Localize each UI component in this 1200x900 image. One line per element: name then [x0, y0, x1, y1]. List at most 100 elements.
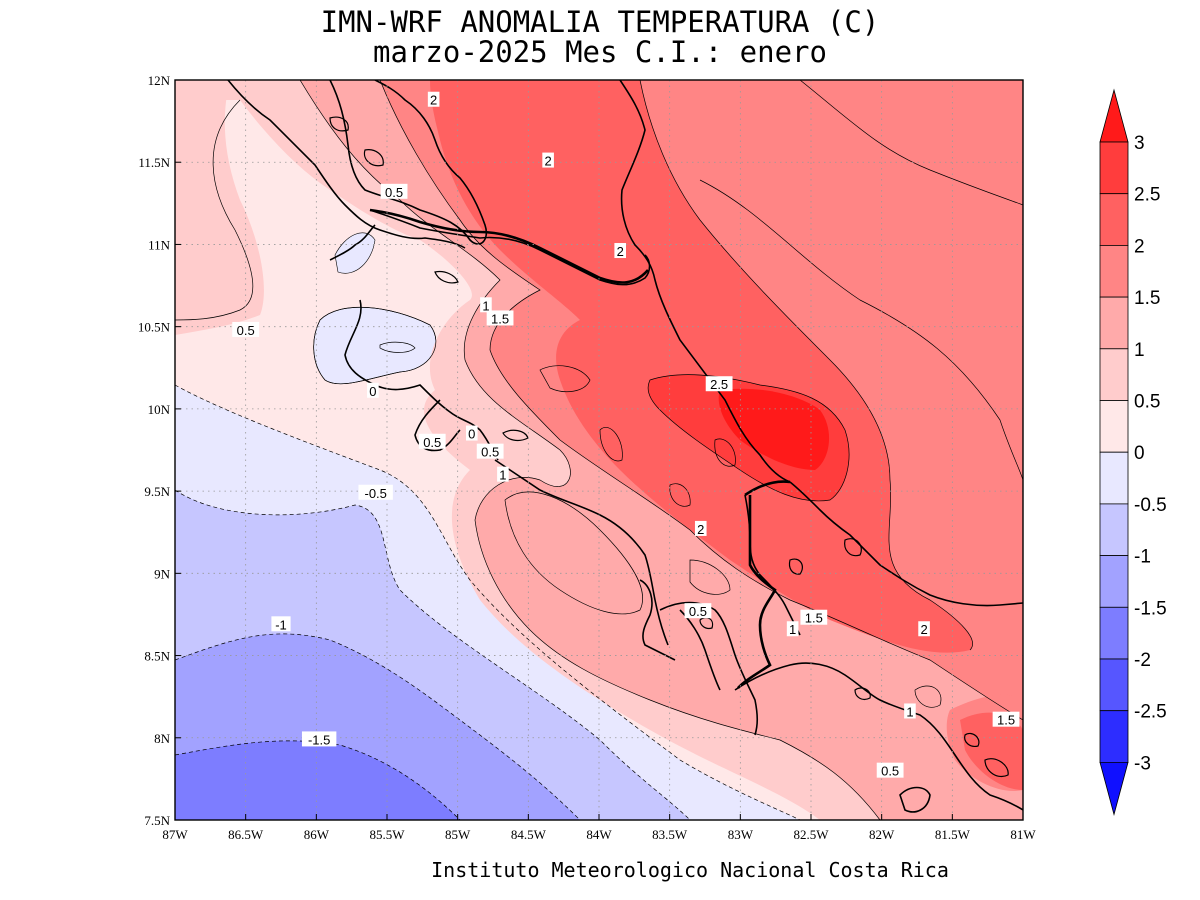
- contour-label-bg: [466, 425, 478, 441]
- colorbar-swatch: [1099, 244, 1129, 298]
- contour-label-bg: [486, 310, 514, 326]
- contour-label-bg: [427, 91, 440, 107]
- colorbar-bottom-arrow: [1099, 762, 1129, 816]
- contour-label-bg: [367, 382, 379, 398]
- contour-label-bg: [542, 152, 554, 168]
- colorbar-tick-label: -1.5: [1134, 598, 1167, 619]
- contour-label-bg: [904, 703, 916, 719]
- x-tick-label: 85W: [445, 827, 471, 842]
- contour-label: 0.5: [423, 435, 441, 450]
- colorbar-tick-label: -3: [1134, 753, 1151, 774]
- contour-label-bg: [480, 297, 492, 313]
- contour-label-bg: [684, 603, 712, 619]
- contour-label: 0.5: [237, 323, 255, 338]
- colorbar-tick-label: 2.5: [1134, 185, 1160, 206]
- contour-label: 1.5: [997, 713, 1015, 728]
- contour-label: -0.5: [364, 486, 386, 501]
- contour-label: 0.5: [689, 604, 707, 619]
- contour-label-bg: [918, 621, 930, 637]
- y-tick-label: 7.5N: [144, 813, 170, 828]
- colorbar-swatch: [1099, 400, 1129, 453]
- contour-label-bg: [786, 621, 799, 637]
- contour-label: -1: [275, 617, 287, 632]
- x-tick-label: 81W: [1010, 827, 1036, 842]
- map-subtitle: marzo-2025 Mes C.I.: enero: [373, 35, 827, 69]
- contour-label: 2: [697, 522, 704, 537]
- band-neg-north-blob: [334, 232, 376, 274]
- colorbar-swatch: [1099, 710, 1129, 763]
- y-tick-label: 9.5N: [144, 484, 170, 499]
- contour-label-bg: [271, 616, 291, 632]
- contour-label-bg: [358, 484, 393, 500]
- band-2-2.5: [430, 80, 973, 653]
- y-axis-ticks: 12N 11.5N 11N 10.5N 10N 9.5N 9N 8.5N 8N 7.5N: [138, 73, 181, 828]
- contour-label: 2.5: [710, 377, 728, 392]
- country-borders: [369, 208, 791, 689]
- colorbar-swatch: [1099, 296, 1129, 350]
- x-tick-label: 82W: [869, 827, 895, 842]
- contour-label: 0: [468, 427, 475, 442]
- y-tick-label: 8N: [154, 731, 171, 746]
- colorbar-top-arrow: [1099, 88, 1129, 143]
- colorbar-swatch: [1099, 606, 1129, 660]
- colorbar-swatch: [1099, 141, 1129, 195]
- y-tick-label: 9N: [154, 566, 171, 581]
- band-neg-2: [175, 740, 460, 820]
- colorbar-tick-label: 0: [1134, 443, 1145, 464]
- x-tick-label: 82.5W: [793, 827, 829, 842]
- contour-label: 2: [545, 154, 552, 169]
- contour-label: 1: [482, 298, 489, 313]
- x-axis-ticks: 87W 86.5W 86W 85.5W 85W 84.5W 84W 83.5W 83W 82.5W…: [162, 814, 1036, 842]
- colorbar-swatch: [1099, 503, 1129, 556]
- band-2-2.5-se: [960, 712, 1023, 790]
- x-tick-label: 81.5W: [935, 827, 971, 842]
- colorbar-swatch: [1099, 348, 1129, 401]
- colorbar-tick-label: -2: [1134, 650, 1151, 671]
- band-1-1.5-south-tongue: [505, 491, 643, 614]
- contour-label-bg: [705, 376, 733, 392]
- contour-label: 2: [430, 93, 437, 108]
- contour-label: 1: [789, 622, 796, 637]
- x-tick-label: 83W: [728, 827, 754, 842]
- contour-label-bg: [694, 520, 707, 536]
- contour-label-bg: [380, 183, 408, 199]
- contour-label: 1.5: [491, 311, 509, 326]
- contour-label-bg: [876, 762, 904, 778]
- grid-lines: [175, 80, 1023, 820]
- footer-credit: Instituto Meteorologico Nacional Costa R…: [431, 858, 949, 882]
- map-title: IMN-WRF ANOMALIA TEMPERATURA (C): [320, 5, 880, 39]
- contour-label-bg: [301, 731, 337, 747]
- contour-label: 2: [920, 622, 927, 637]
- x-tick-label: 86W: [304, 827, 330, 842]
- contour-label: 2: [617, 244, 624, 259]
- y-tick-label: 10N: [148, 402, 171, 417]
- colorbar-swatch: [1099, 193, 1129, 246]
- colorbar-swatch: [1099, 658, 1129, 712]
- contour-label-bg: [614, 243, 626, 259]
- x-tick-label: 84.5W: [511, 827, 547, 842]
- colorbar-swatch: [1099, 451, 1129, 505]
- y-tick-label: 8.5N: [144, 649, 170, 664]
- y-tick-label: 11N: [148, 237, 171, 252]
- contour-label: -1.5: [308, 732, 330, 747]
- y-tick-label: 12N: [148, 73, 171, 88]
- contour-label-bg: [800, 609, 828, 625]
- colorbar-tick-label: 1.5: [1134, 288, 1160, 309]
- colorbar-tick-label: -2.5: [1134, 702, 1167, 723]
- colorbar-tick-label: 3: [1134, 133, 1145, 154]
- colorbar-tick-label: 1: [1134, 340, 1145, 361]
- contour-label: 1: [906, 704, 913, 719]
- x-tick-label: 86.5W: [228, 827, 264, 842]
- x-tick-label: 83.5W: [652, 827, 688, 842]
- colorbar-tick-label: 2: [1134, 236, 1145, 257]
- contour-label-bg: [497, 466, 509, 482]
- contour-label: 1: [499, 468, 506, 483]
- band-2.5-3-inner: [718, 388, 830, 470]
- colorbar-tick-label: -0.5: [1134, 495, 1167, 516]
- contour-label-bg: [418, 433, 446, 449]
- contour-label: 0.5: [881, 764, 899, 779]
- band-0.5-1-nw-strip: [175, 80, 264, 335]
- contour-label: 0: [369, 384, 376, 399]
- x-tick-label: 87W: [162, 827, 188, 842]
